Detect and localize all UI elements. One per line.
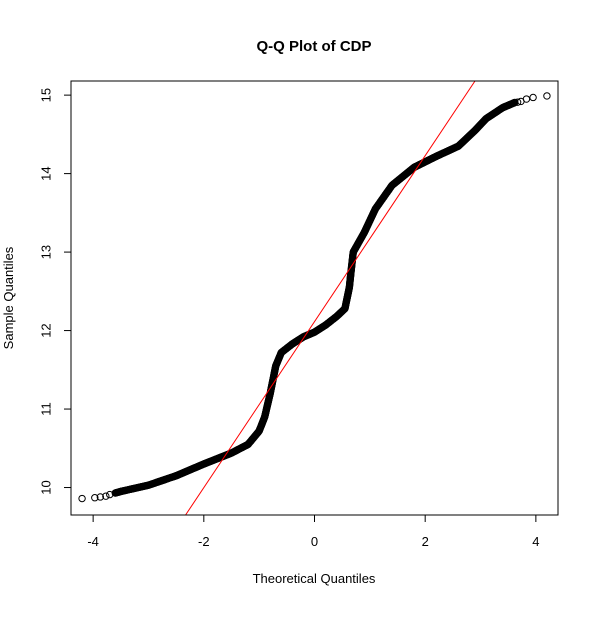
chart-title: Q-Q Plot of CDP [257, 38, 372, 55]
x-tick-label: 4 [532, 534, 539, 549]
data-point [78, 494, 86, 503]
y-tick-label: 15 [38, 88, 53, 102]
x-tick-label: -4 [87, 534, 99, 549]
x-tick-label: 2 [422, 534, 429, 549]
data-point [513, 98, 522, 106]
y-tick-label: 10 [38, 480, 53, 494]
y-axis: 10 11 12 13 14 15 [38, 88, 72, 495]
data-point [102, 492, 110, 500]
data-point [91, 494, 99, 502]
x-tick-label: 0 [311, 534, 318, 549]
plot-frame [70, 80, 559, 516]
data-point [529, 93, 537, 102]
data-point [117, 487, 125, 496]
y-tick-label: 11 [38, 402, 53, 416]
data-point [96, 493, 105, 501]
x-axis-label: Theoretical Quantiles [253, 571, 376, 586]
data-point [522, 95, 531, 103]
data-point [543, 92, 551, 100]
y-tick-label: 14 [38, 166, 53, 180]
y-tick-label: 12 [38, 323, 53, 337]
reference-line [185, 80, 476, 516]
data-points [78, 92, 551, 503]
y-tick-label: 13 [38, 245, 53, 259]
y-axis-label: Sample Quantiles [1, 246, 16, 349]
data-point [106, 490, 114, 499]
x-tick-label: -2 [198, 534, 210, 549]
x-axis: -4 -2 0 2 4 [87, 514, 539, 549]
